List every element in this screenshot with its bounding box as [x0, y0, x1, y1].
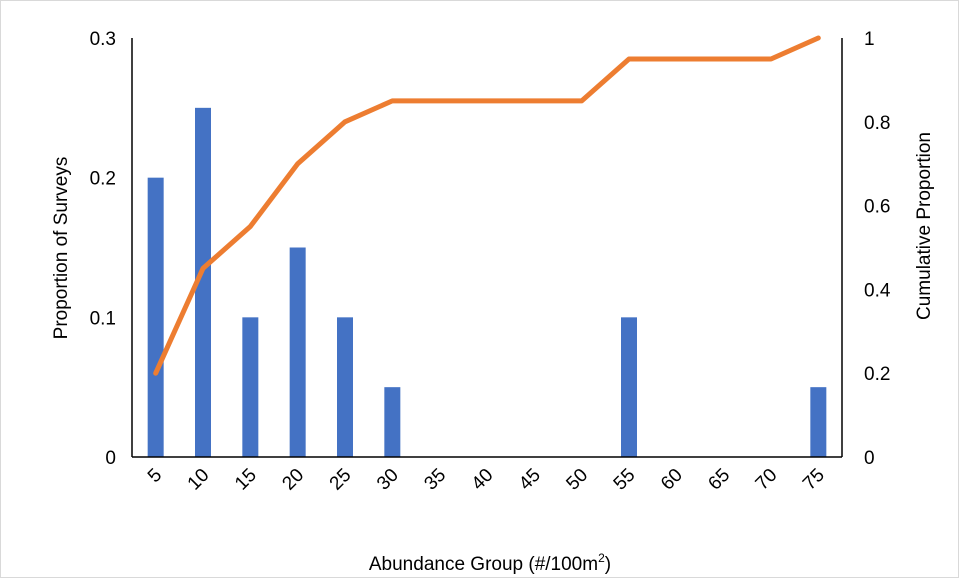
y2-tick-label: 0.6 [864, 197, 890, 218]
x-tick-label: 70 [752, 465, 782, 495]
y-tick-label: 0.1 [90, 308, 116, 329]
y-axis-title: Proportion of Surveys [51, 157, 72, 340]
bar-20 [289, 247, 306, 457]
x-tick-label: 65 [704, 465, 734, 495]
x-axis-title-sup: 2 [598, 551, 605, 565]
y2-tick-label: 0.4 [864, 280, 891, 301]
x-tick-label: 60 [657, 465, 687, 495]
x-tick-label: 5 [144, 465, 166, 487]
y2-axis-title: Cumulative Proportion [914, 132, 935, 320]
x-tick-label: 10 [184, 465, 214, 495]
right-y-tick-labels: 0 0.2 0.4 0.6 0.8 1 [864, 29, 891, 469]
y2-tick-label: 0.8 [864, 113, 890, 134]
y-tick-label: 0 [105, 448, 116, 469]
bar-series [147, 107, 827, 457]
x-tick-label: 45 [515, 465, 545, 495]
x-tick-label: 75 [799, 465, 829, 495]
bar-75 [810, 387, 827, 457]
cumulative-line [153, 35, 821, 376]
y-tick-label: 0.2 [90, 169, 116, 190]
bar-25 [337, 317, 353, 457]
x-tick-label: 25 [326, 465, 356, 495]
x-tick-label: 35 [420, 465, 450, 495]
y2-tick-label: 0.2 [864, 364, 890, 385]
y2-tick-label: 1 [864, 29, 875, 50]
x-axis-title-main: Abundance Group (#/100m [369, 554, 598, 575]
bar-5 [147, 177, 164, 457]
bar-55 [621, 317, 637, 457]
bar-30 [384, 387, 401, 457]
x-tick-label: 20 [278, 465, 308, 495]
y2-tick-label: 0 [864, 448, 875, 469]
x-tick-label: 15 [231, 465, 261, 495]
bar-10 [195, 107, 211, 457]
left-y-tick-labels: 0 0.1 0.2 0.3 [90, 29, 116, 469]
x-tick-labels: 5 10 15 20 25 30 35 40 45 50 55 60 65 70 75 [144, 465, 829, 495]
x-tick-label: 40 [468, 465, 498, 495]
x-axis-title: Abundance Group (#/100m2) [369, 551, 611, 575]
x-axis-title-suffix: ) [605, 554, 611, 575]
y-tick-label: 0.3 [90, 29, 116, 50]
x-tick-label: 50 [562, 465, 592, 495]
x-tick-label: 30 [373, 465, 403, 495]
x-tick-label: 55 [610, 465, 640, 495]
bar-15 [242, 317, 259, 457]
